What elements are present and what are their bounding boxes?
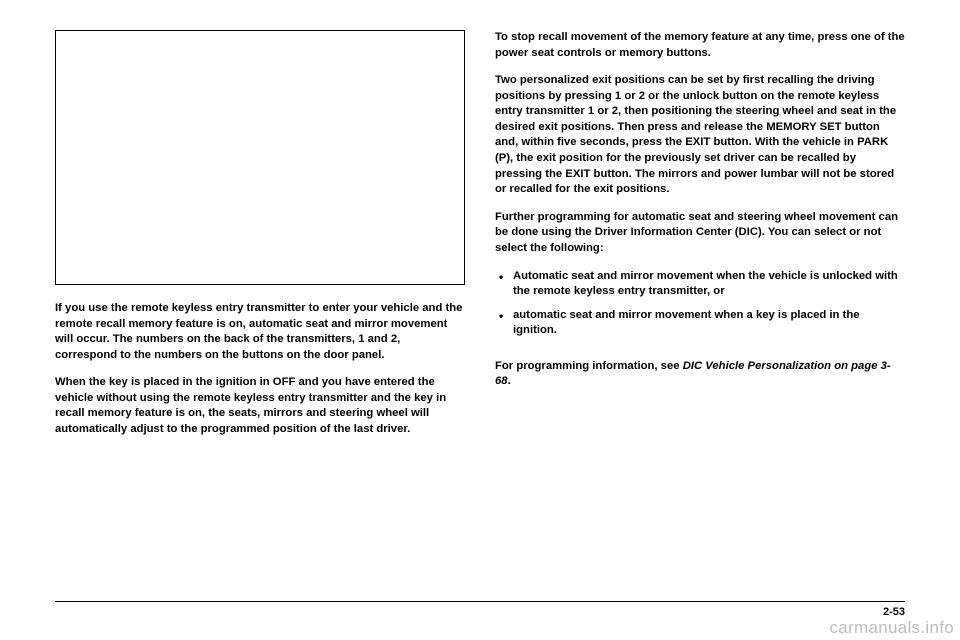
bullet-list: Automatic seat and mirror movement when … — [495, 269, 905, 347]
right-paragraph-2: Two personalized exit positions can be s… — [495, 73, 905, 198]
p4-text-a: For programming information, see — [495, 360, 683, 372]
page-number: 2-53 — [883, 606, 905, 618]
bullet-item-1: Automatic seat and mirror movement when … — [513, 269, 905, 300]
page-footer: 2-53 — [55, 601, 905, 618]
left-paragraph-1: If you use the remote keyless entry tran… — [55, 301, 465, 363]
figure-placeholder — [55, 30, 465, 285]
left-paragraph-2: When the key is placed in the ignition i… — [55, 375, 465, 437]
bullet-item-2: automatic seat and mirror movement when … — [513, 308, 905, 339]
right-paragraph-4: For programming information, see DIC Veh… — [495, 359, 905, 390]
watermark: carmanuals.info — [829, 618, 954, 638]
p4-text-c: . — [508, 375, 511, 387]
right-paragraph-1: To stop recall movement of the memory fe… — [495, 30, 905, 61]
right-paragraph-3: Further programming for automatic seat a… — [495, 210, 905, 257]
